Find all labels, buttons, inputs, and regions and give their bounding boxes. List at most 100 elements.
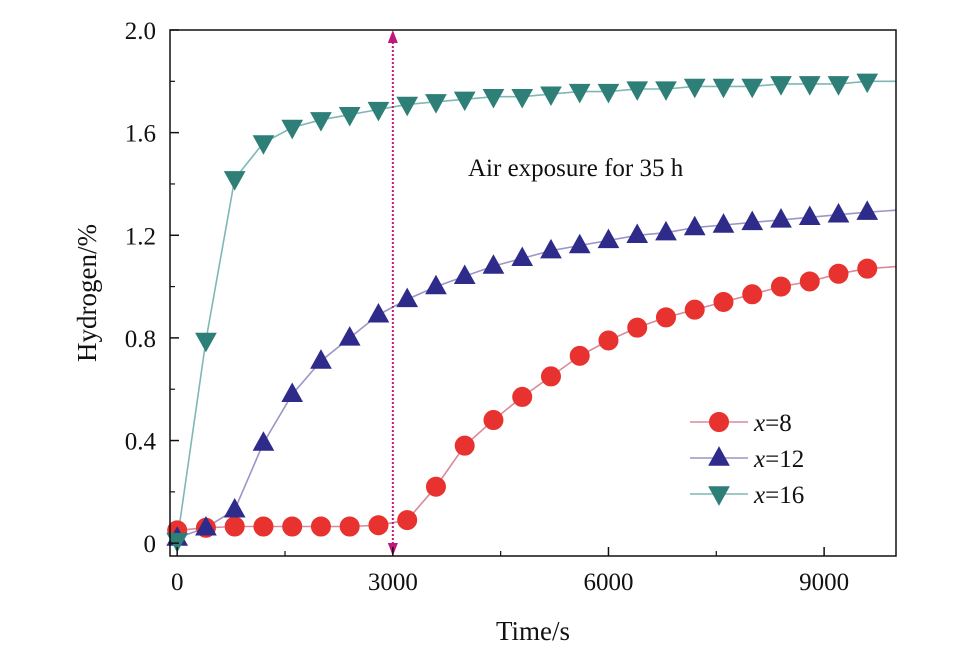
axes: 0 3000 6000 9000 0 0.4 0.8 1.2 1.6 2.0: [125, 18, 897, 596]
annotation-group: Air exposure for 35 h: [387, 30, 684, 556]
data-point: [712, 78, 735, 99]
data-point: [798, 76, 821, 96]
data-point: [224, 516, 245, 537]
data-point: [598, 330, 619, 351]
x-tick-label: 6000: [583, 569, 633, 596]
data-point: [655, 220, 677, 241]
legend-marker: [708, 446, 730, 466]
data-point: [569, 345, 590, 366]
data-point: [511, 246, 534, 267]
data-point: [683, 78, 706, 99]
data-point: [568, 83, 591, 104]
data-point: [223, 171, 246, 191]
data-point: [713, 291, 734, 312]
data-point: [338, 106, 361, 127]
y-tick-label: 0.8: [125, 326, 156, 353]
data-point: [857, 258, 878, 279]
legend-var: x: [753, 446, 765, 473]
data-point: [655, 307, 676, 328]
data-point: [397, 510, 418, 531]
data-point: [568, 233, 591, 254]
data-point: [339, 516, 360, 537]
data-point: [310, 112, 332, 132]
x-tick-label: 3000: [368, 569, 418, 596]
data-point: [741, 210, 764, 231]
legend-var: x: [753, 482, 765, 509]
data-point: [453, 91, 476, 112]
data-point: [770, 76, 792, 96]
x-tick-label: 0: [171, 569, 184, 596]
data-point: [626, 81, 649, 101]
data-point: [252, 135, 275, 155]
data-point: [223, 497, 246, 518]
legend-marker: [709, 412, 729, 432]
data-point: [368, 515, 389, 536]
data-point: [281, 382, 304, 403]
data-point: [453, 264, 476, 285]
legend-value: =12: [765, 446, 804, 473]
data-point: [310, 349, 332, 369]
legend: x=8x=12x=16: [690, 410, 804, 509]
legend-value: =16: [765, 482, 804, 509]
data-point: [770, 208, 792, 228]
data-point: [338, 326, 361, 346]
legend-label: x=12: [753, 446, 804, 473]
annotation-text: Air exposure for 35 h: [468, 155, 684, 182]
legend-var: x: [753, 410, 765, 437]
data-point: [482, 254, 505, 274]
data-point: [282, 516, 303, 537]
data-point: [828, 263, 849, 284]
data-point: [454, 435, 475, 456]
data-point: [511, 89, 534, 109]
data-point: [856, 73, 879, 94]
x-tick-label: 9000: [799, 569, 849, 596]
data-point: [626, 223, 649, 243]
annotation-arrow-up: [387, 30, 398, 43]
y-tick-label: 0: [144, 531, 157, 558]
legend-label: x=16: [753, 482, 804, 509]
data-point: [253, 516, 274, 537]
plot-frame: [169, 29, 897, 557]
data-point: [425, 94, 447, 114]
x-axis-title: Time/s: [496, 616, 570, 646]
data-point: [540, 366, 561, 387]
legend-value: =8: [765, 410, 792, 437]
data-point: [425, 274, 447, 295]
data-point: [540, 238, 562, 259]
y-tick-label: 1.2: [125, 223, 156, 250]
data-point: [252, 431, 275, 451]
data-point: [827, 76, 850, 96]
data-point: [425, 476, 446, 497]
data-point: [482, 89, 505, 109]
data-point: [367, 302, 390, 323]
data-point: [683, 215, 706, 236]
data-point: [512, 386, 533, 407]
data-point: [684, 299, 705, 320]
legend-label: x=8: [753, 410, 792, 437]
y-axis-title: Hydrogen/%: [72, 224, 102, 362]
data-point: [166, 532, 189, 553]
data-point: [483, 410, 504, 431]
data-point: [856, 200, 879, 220]
data-point: [742, 284, 763, 305]
data-point: [798, 205, 821, 226]
legend-marker: [708, 486, 730, 506]
data-point: [712, 213, 735, 233]
data-point: [281, 119, 304, 140]
data-point: [770, 276, 791, 297]
data-point: [367, 101, 390, 122]
data-point: [741, 78, 764, 99]
data-point: [195, 515, 217, 536]
data-point: [627, 317, 648, 338]
data-point: [827, 202, 850, 223]
data-point: [597, 228, 620, 249]
y-tick-label: 0.4: [125, 429, 157, 456]
data-point: [597, 83, 620, 104]
data-point: [310, 516, 331, 537]
series-markers: [166, 73, 879, 553]
data-point: [396, 96, 419, 117]
data-point: [396, 287, 419, 308]
data-point: [195, 332, 217, 353]
data-point: [799, 271, 820, 292]
